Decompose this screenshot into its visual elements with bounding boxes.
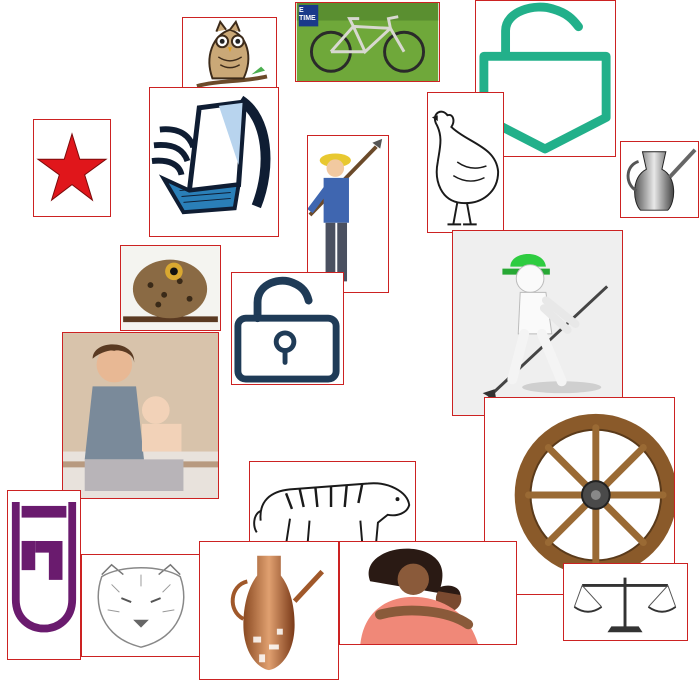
tile-red-star xyxy=(33,119,111,217)
bicycle-icon xyxy=(296,3,439,81)
tiger-face-icon xyxy=(97,563,185,648)
tile-padlock-outline xyxy=(231,272,344,385)
tile-copper-jug xyxy=(199,541,339,680)
tile-bicycle-photo: E TIME xyxy=(295,2,440,82)
tile-hen-sketch xyxy=(427,92,504,233)
tile-metal-jug xyxy=(620,141,699,218)
tile-purple-logo xyxy=(7,490,81,660)
balance-scale-icon xyxy=(573,577,677,633)
tile-woman-hugging-child xyxy=(339,541,517,645)
farmer-hoe-icon xyxy=(308,138,383,282)
hugging-people-icon xyxy=(360,548,479,644)
purple-logo-icon xyxy=(11,502,77,633)
owl-on-branch-icon xyxy=(196,19,268,89)
red-star-icon xyxy=(36,132,108,202)
tile-laptop-clipart xyxy=(149,87,279,237)
laptop-icon xyxy=(151,95,271,215)
tile-tiger-outline xyxy=(249,461,416,549)
tile-tiger-face-sketch xyxy=(81,554,200,657)
copper-jug-icon xyxy=(230,555,325,671)
wooden-wheel-icon xyxy=(514,413,674,577)
hen-icon xyxy=(431,110,500,226)
mother-baby-icon xyxy=(63,333,218,498)
owl-icon xyxy=(121,246,220,330)
tiger-icon xyxy=(253,482,411,545)
tile-farmer-with-hoe xyxy=(307,135,389,293)
stick-figure-hoe-icon xyxy=(453,231,622,415)
tile-owl-photo xyxy=(120,245,221,331)
unlocked-padlock-icon xyxy=(234,276,340,383)
tile-mother-and-baby xyxy=(62,332,219,499)
tile-balance-scale xyxy=(563,563,688,641)
tile-figure-with-hoe xyxy=(452,230,623,416)
metal-jug-icon xyxy=(626,148,697,211)
bicycle-logo-text: E TIME xyxy=(299,7,316,22)
tile-owl-cartoon xyxy=(182,17,277,93)
